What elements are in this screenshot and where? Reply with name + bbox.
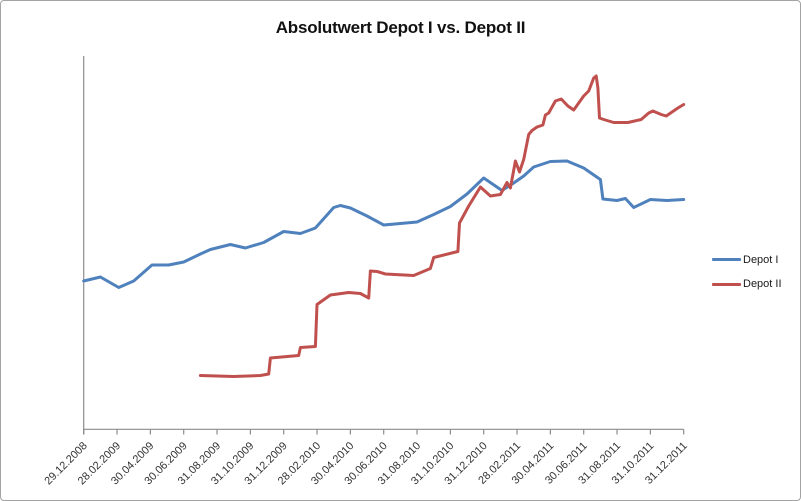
x-axis-tick-labels: 29.12.200828.02.200930.04.200930.06.2009… — [42, 440, 689, 487]
legend-item-depot-ii[interactable]: Depot II — [712, 277, 782, 291]
depot-i-line[interactable] — [82, 159, 686, 289]
chart-title: Absolutwert Depot I vs. Depot II — [275, 18, 526, 37]
depot-ii-line[interactable] — [198, 74, 686, 378]
series-lines — [82, 74, 686, 378]
x-axis-ticks — [83, 429, 685, 435]
depot-ii-line-swatch — [712, 282, 741, 286]
legend-item-depot-i[interactable]: Depot I — [712, 253, 778, 267]
legend-label-depot-ii: Depot II — [743, 278, 782, 290]
depot-i-line-swatch — [712, 258, 741, 261]
legend-label-depot-i: Depot I — [743, 253, 779, 266]
